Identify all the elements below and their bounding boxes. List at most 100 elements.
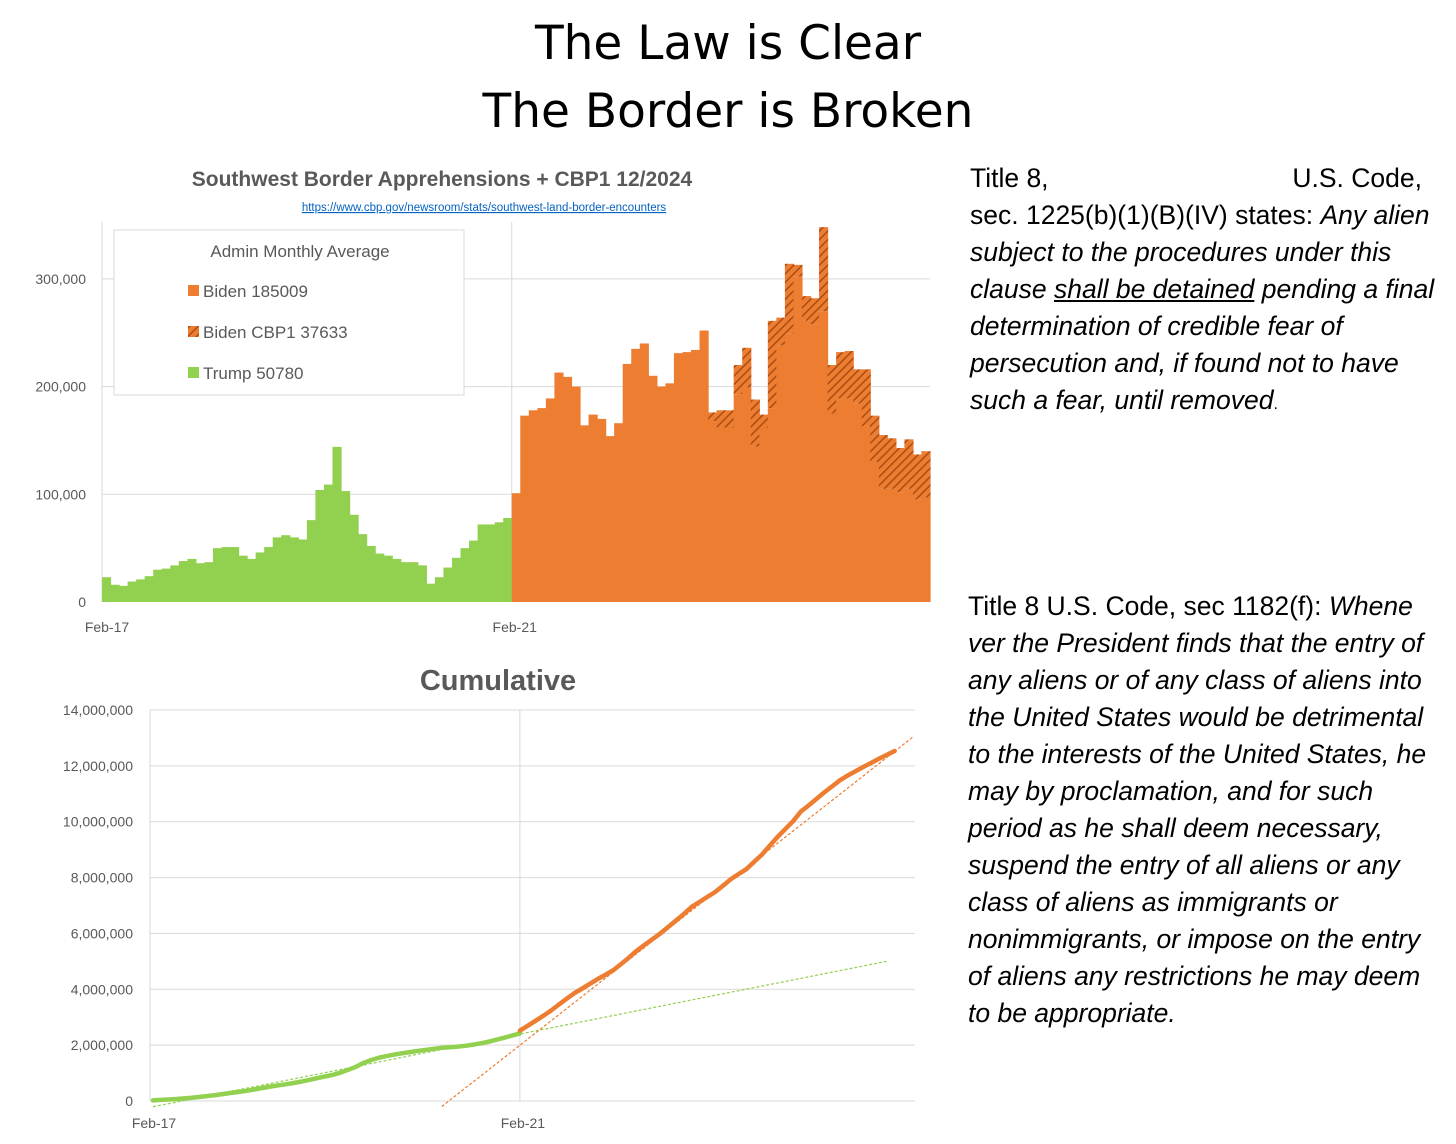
- bar-biden-cbp1: [733, 365, 743, 395]
- bar-trump: [323, 484, 334, 602]
- chart2-y-axis: 0 2,000,000 4,000,000 6,000,000 8,000,000 10,…: [63, 702, 133, 1109]
- bar-trump: [144, 576, 154, 602]
- title-line-2: The Border is Broken: [482, 84, 974, 139]
- chart2-lines: [150, 748, 897, 1103]
- chart2-title: Cumulative: [420, 665, 576, 697]
- bar-trump: [178, 561, 188, 602]
- bar-trump: [119, 585, 129, 602]
- y-tick-label: 14,000,000: [63, 702, 133, 718]
- bar-biden-cbp1: [793, 264, 803, 277]
- bar-biden-cbp1: [801, 296, 812, 321]
- law1-end: .: [1273, 396, 1278, 413]
- y-tick-label: 12,000,000: [63, 758, 133, 774]
- law1-italic-lead: Any alien: [1320, 200, 1430, 230]
- law2-citation: Title 8 U.S. Code, sec 1182(f):: [968, 591, 1329, 621]
- legend-entry-biden-cbp1: Biden CBP1 37633: [203, 323, 348, 342]
- y-tick-label: 10,000,000: [63, 814, 133, 830]
- bar-trump: [170, 565, 180, 602]
- chart2-gridlines: [149, 709, 915, 1102]
- bar-trump: [161, 568, 171, 602]
- bar-biden: [656, 386, 666, 602]
- bar-biden: [597, 418, 607, 602]
- bar-biden: [784, 333, 795, 602]
- bar-biden-cbp1: [844, 351, 854, 399]
- legend-swatch-trump: [188, 367, 199, 378]
- bar-biden-cbp1: [784, 263, 795, 334]
- y-tick-label: 2,000,000: [71, 1037, 133, 1053]
- bar-biden: [639, 343, 649, 602]
- bar-trump: [503, 517, 513, 602]
- bar-biden: [750, 446, 760, 602]
- bar-trump: [187, 558, 197, 602]
- y-tick-label: 4,000,000: [71, 981, 133, 997]
- bar-trump: [298, 539, 308, 602]
- bar-trump: [204, 562, 214, 602]
- bar-biden: [742, 387, 752, 602]
- legend-swatch-biden-cbp1: [188, 326, 199, 337]
- bar-biden: [759, 427, 769, 602]
- bar-trump: [383, 555, 393, 602]
- bar-trump: [358, 534, 368, 602]
- bar-biden-cbp1: [725, 410, 735, 428]
- bar-trump: [110, 584, 120, 602]
- bar-biden: [528, 410, 538, 602]
- bar-biden: [793, 276, 803, 602]
- bar-biden: [853, 403, 863, 602]
- bar-biden: [844, 398, 854, 602]
- y-tick-label: 8,000,000: [71, 870, 133, 886]
- series-line-trump: [150, 1031, 523, 1103]
- bar-trump: [375, 553, 385, 602]
- bar-biden: [912, 499, 923, 602]
- legend-entry-biden: Biden 185009: [203, 282, 308, 301]
- bar-trump: [434, 577, 445, 602]
- bar-biden: [895, 492, 905, 602]
- bar-biden-cbp1: [895, 447, 905, 493]
- x-tick-label: Feb-21: [501, 1115, 546, 1131]
- legend-title: Admin Monthly Average: [210, 242, 389, 261]
- bar-biden-cbp1: [819, 227, 829, 312]
- bar-biden: [571, 386, 581, 602]
- bar-biden: [767, 408, 777, 602]
- series-line-biden: [517, 748, 897, 1033]
- law1-italic-a: subject to the procedures under this cla…: [970, 237, 1392, 304]
- bar-trump: [255, 552, 265, 602]
- bar-biden-cbp1: [750, 399, 760, 447]
- chart1-y-axis: 0 100,000 200,000 300,000: [35, 271, 86, 610]
- bar-biden: [836, 398, 846, 602]
- x-tick-label: Feb-17: [85, 619, 130, 635]
- bar-trump: [264, 547, 274, 602]
- bar-biden: [580, 425, 590, 602]
- bar-trump: [315, 489, 325, 602]
- bar-biden-cbp1: [767, 320, 777, 409]
- y-tick-label: 200,000: [35, 379, 86, 395]
- bar-trump: [247, 558, 257, 602]
- bar-biden-cbp1: [904, 439, 914, 489]
- bar-trump: [341, 491, 351, 602]
- bar-trump: [230, 547, 240, 602]
- chart1-bars: [102, 227, 931, 602]
- bar-trump: [417, 565, 427, 602]
- bar-trump: [477, 524, 487, 602]
- law1-head-left: Title 8,: [970, 163, 1049, 193]
- y-tick-label: 300,000: [35, 271, 86, 287]
- bar-trump: [460, 548, 470, 602]
- chart1-x-axis: Feb-17 Feb-21: [85, 619, 537, 635]
- bar-biden: [622, 363, 632, 602]
- bar-biden: [725, 427, 735, 602]
- bar-trump: [289, 537, 299, 602]
- bar-biden-cbp1: [853, 369, 863, 404]
- chart1-source-link[interactable]: https://www.cbp.gov/newsroom/stats/south…: [302, 202, 667, 214]
- bar-biden: [614, 423, 624, 602]
- bar-trump: [153, 569, 163, 602]
- bar-trump: [409, 562, 419, 602]
- bar-biden: [827, 413, 837, 602]
- bar-biden: [562, 376, 573, 602]
- legend-swatch-biden: [188, 285, 199, 296]
- bar-trump: [281, 535, 291, 602]
- bar-biden-cbp1: [921, 451, 931, 498]
- bar-trump: [221, 547, 231, 602]
- y-tick-label: 0: [78, 594, 86, 610]
- bar-biden: [631, 348, 641, 602]
- bar-trump: [349, 514, 359, 602]
- bar-biden-cbp1: [878, 435, 888, 489]
